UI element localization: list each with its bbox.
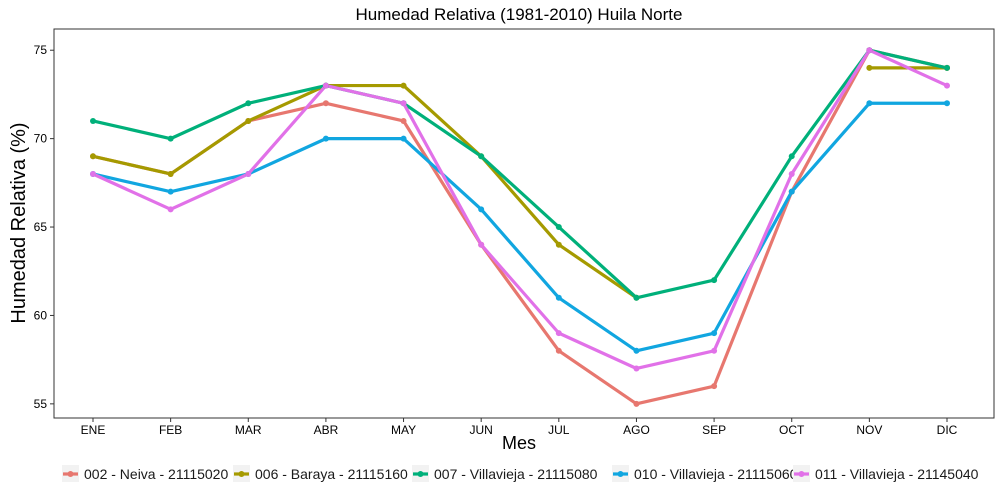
legend-label-3: 007 - Villavieja - 21115080 (434, 466, 598, 482)
data-point-series-1-ago (633, 400, 640, 407)
series-line-4 (91, 101, 949, 353)
legend-label-4: 010 - Villavieja - 21115060 (634, 466, 798, 482)
data-point-series-4-abr (322, 135, 329, 142)
legend-label-2: 006 - Baraya - 21115160 (255, 466, 408, 482)
data-point-series-3-oct (788, 153, 795, 160)
x-tick-label-nov: NOV (856, 423, 882, 437)
data-point-series-3-dic (944, 64, 950, 71)
legend-point-4 (617, 471, 624, 477)
data-point-series-4-feb (167, 188, 174, 195)
data-point-series-4-sep (711, 330, 718, 337)
x-tick-label-dic: DIC (937, 423, 958, 437)
data-point-series-3-ago (633, 294, 640, 301)
data-point-series-4-dic (944, 100, 950, 107)
data-point-series-3-sep (711, 277, 718, 284)
data-point-series-5-feb (167, 206, 174, 213)
data-point-series-5-dic (944, 82, 950, 89)
x-tick-label-oct: OCT (779, 423, 805, 437)
legend-point-5 (798, 471, 805, 477)
legend-label-1: 002 - Neiva - 21115020 (84, 466, 228, 482)
data-point-series-3-jun (478, 153, 485, 160)
data-point-series-4-jul (555, 294, 562, 301)
x-tick-label-jul: JUL (548, 423, 570, 437)
data-point-series-1-abr (322, 100, 329, 107)
y-tick-label: 55 (34, 397, 48, 411)
data-point-series-5-oct (788, 170, 795, 177)
data-point-series-3-mar (245, 100, 252, 107)
data-point-series-4-nov (866, 100, 873, 107)
data-point-series-4-ago (633, 347, 640, 354)
data-point-series-2-jul (555, 241, 562, 248)
data-point-series-5-abr (322, 82, 329, 89)
x-tick-label-sep: SEP (702, 423, 726, 437)
data-point-series-1-sep (711, 383, 718, 390)
x-tick-label-ago: AGO (623, 423, 650, 437)
data-point-series-2-may (400, 82, 407, 89)
data-point-series-5-ene (90, 170, 96, 177)
series-points (90, 47, 950, 407)
y-tick-label: 60 (34, 308, 48, 322)
y-tick-label: 75 (34, 43, 48, 57)
x-tick-label-jun: JUN (470, 423, 493, 437)
plot-panel (53, 28, 995, 419)
data-point-series-3-jul (555, 224, 562, 231)
x-tick-label-abr: ABR (314, 423, 339, 437)
data-point-series-5-jul (555, 330, 562, 337)
data-point-series-2-mar (245, 117, 252, 124)
y-axis: 55 60 65 70 75 (34, 43, 54, 411)
legend-label-5: 011 - Villavieja - 21145040 (815, 466, 979, 482)
data-point-series-5-mar (245, 170, 252, 177)
chart-title: Humedad Relativa (1981-2010) Huila Norte (356, 5, 683, 24)
legend-point-2 (238, 471, 245, 477)
y-tick-label: 70 (34, 132, 48, 146)
data-point-series-5-jun (478, 241, 485, 248)
legend: 002 - Neiva - 21115020 006 - Baraya - 211… (62, 465, 979, 482)
series-line-2 (91, 83, 639, 300)
data-point-series-5-sep (711, 347, 718, 354)
x-tick-label-may: MAY (391, 423, 416, 437)
data-point-series-4-oct (788, 188, 795, 195)
series-lines (91, 48, 949, 406)
data-point-series-5-nov (866, 47, 873, 54)
legend-point-3 (417, 471, 424, 477)
data-point-series-1-jul (555, 347, 562, 354)
x-axis-title: Mes (502, 433, 536, 453)
x-axis: ENE FEB MAR ABR MAY JUN JUL AGO SEP OCT NOV DIC (81, 418, 958, 437)
data-point-series-2-feb (167, 170, 174, 177)
data-point-series-5-may (400, 100, 407, 107)
data-point-series-4-jun (478, 206, 485, 213)
y-tick-label: 65 (34, 220, 48, 234)
series-line-3 (91, 48, 949, 300)
x-tick-label-ene: ENE (81, 423, 106, 437)
data-point-series-2-nov (866, 64, 873, 71)
data-point-series-5-ago (633, 365, 640, 372)
data-point-series-4-may (400, 135, 407, 142)
data-point-series-3-ene (90, 117, 96, 124)
series-line-1 (91, 48, 949, 406)
legend-point-1 (67, 471, 74, 477)
x-tick-label-mar: MAR (235, 423, 262, 437)
series-line-5 (91, 48, 949, 371)
y-axis-title: Humedad Relativa (%) (8, 122, 30, 323)
data-point-series-3-feb (167, 135, 174, 142)
data-point-series-1-may (400, 117, 407, 124)
x-tick-label-feb: FEB (159, 423, 182, 437)
data-point-series-2-ene (90, 153, 96, 160)
